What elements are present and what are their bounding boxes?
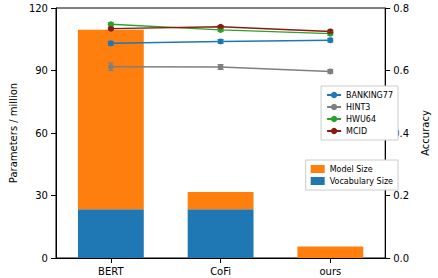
svg-text:90: 90 xyxy=(35,65,48,76)
svg-text:ours: ours xyxy=(319,266,341,277)
svg-text:0.0: 0.0 xyxy=(393,253,409,264)
svg-text:0.4: 0.4 xyxy=(393,127,410,139)
svg-text:Accuracy: Accuracy xyxy=(420,110,431,156)
svg-text:CoFi: CoFi xyxy=(210,266,231,277)
svg-text:Parameters / million: Parameters / million xyxy=(8,83,19,183)
svg-text:BANKING77: BANKING77 xyxy=(346,91,393,100)
svg-text:60: 60 xyxy=(35,128,48,139)
svg-text:Vocabulary Size: Vocabulary Size xyxy=(330,177,393,186)
svg-text:0.6: 0.6 xyxy=(393,65,409,76)
svg-text:HWU64: HWU64 xyxy=(346,115,376,124)
svg-text:MCID: MCID xyxy=(346,127,367,136)
svg-text:0.8: 0.8 xyxy=(393,3,409,14)
svg-text:0: 0 xyxy=(42,253,48,264)
svg-text:BERT: BERT xyxy=(98,266,124,277)
svg-text:30: 30 xyxy=(35,190,48,201)
svg-text:0.2: 0.2 xyxy=(393,190,409,201)
svg-text:Model Size: Model Size xyxy=(330,165,373,174)
svg-text:120: 120 xyxy=(29,3,48,14)
svg-text:HINT3: HINT3 xyxy=(346,103,370,112)
